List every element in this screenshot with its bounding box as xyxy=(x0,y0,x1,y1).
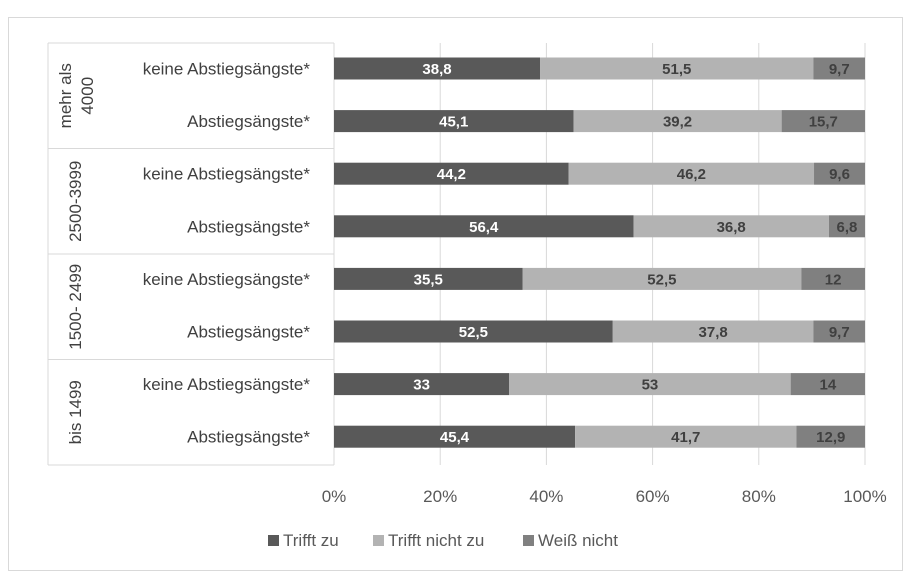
data-label: 9,6 xyxy=(829,166,850,183)
data-label: 36,8 xyxy=(717,219,746,236)
data-label: 15,7 xyxy=(809,114,838,131)
data-label: 39,2 xyxy=(663,114,692,131)
data-label: 12,9 xyxy=(816,429,845,446)
group-label-line: bis 1499 xyxy=(66,380,85,444)
data-label: 45,4 xyxy=(440,429,470,446)
group-label-line: mehr als xyxy=(56,63,75,128)
category-axis: mehr als 4000 keine Abstiegsängste* Abstieg… xyxy=(47,42,335,466)
legend-swatch xyxy=(268,535,279,546)
x-axis-ticks: 0% 20% 40% 60% 80% 100% xyxy=(322,487,887,506)
bar-segment xyxy=(334,267,523,290)
x-tick-label: 80% xyxy=(742,487,776,506)
legend: Trifft zu Trifft nicht zu Weiß nicht xyxy=(268,531,618,550)
data-label: 9,7 xyxy=(829,61,850,78)
data-label: 6,8 xyxy=(837,219,858,236)
bar-segment xyxy=(334,320,613,343)
legend-label: Trifft nicht zu xyxy=(388,531,484,550)
category-label: keine Abstiegsängste* xyxy=(143,165,311,184)
category-label: Abstiegsängste* xyxy=(187,323,310,342)
data-label: 45,1 xyxy=(439,114,468,131)
data-label: 56,4 xyxy=(469,219,499,236)
bar-segment xyxy=(790,373,865,396)
group-label: 2500-3999 xyxy=(66,161,85,242)
bar-segment xyxy=(813,57,865,80)
bar-segment xyxy=(568,162,815,185)
data-label: 41,7 xyxy=(671,429,700,446)
category-label: Abstiegsängste* xyxy=(187,217,310,236)
legend-label: Weiß nicht xyxy=(538,531,618,550)
data-label: 9,7 xyxy=(829,324,850,341)
category-label: Abstiegsängste* xyxy=(187,112,310,131)
bar-segment xyxy=(334,215,634,238)
chart-frame xyxy=(8,17,903,571)
group-label: 1500- 2499 xyxy=(66,264,85,350)
bar-segment xyxy=(334,110,574,133)
bar-segment xyxy=(612,320,814,343)
category-label: keine Abstiegsängste* xyxy=(143,60,311,79)
x-tick-label: 60% xyxy=(636,487,670,506)
data-label: 38,8 xyxy=(422,61,451,78)
category-label: keine Abstiegsängste* xyxy=(143,375,311,394)
group-label-line: 1500- 2499 xyxy=(66,264,85,350)
bar-segment xyxy=(828,215,865,238)
bar-segment xyxy=(334,57,541,80)
bar-segment xyxy=(633,215,829,238)
category-label: Abstiegsängste* xyxy=(187,428,310,447)
legend-label: Trifft zu xyxy=(283,531,339,550)
legend-swatch xyxy=(373,535,384,546)
bar-segment xyxy=(575,425,797,448)
group-label: mehr als 4000 xyxy=(56,63,97,128)
bar-segment xyxy=(781,110,865,133)
bar-segment xyxy=(334,373,510,396)
x-tick-label: 20% xyxy=(423,487,457,506)
data-label: 52,5 xyxy=(459,324,488,341)
bars xyxy=(334,57,865,448)
bar-segment xyxy=(334,425,576,448)
group-label-line: 2500-3999 xyxy=(66,161,85,242)
data-label: 53 xyxy=(642,377,659,394)
legend-swatch xyxy=(523,535,534,546)
bar-segment xyxy=(801,267,865,290)
x-tick-label: 40% xyxy=(529,487,563,506)
data-labels: 38,8 51,5 9,7 45,1 39,2 15,7 44,2 46,2 9,6 56,4 36… xyxy=(413,61,857,446)
bar-segment xyxy=(540,57,814,80)
bar-segment xyxy=(814,162,865,185)
x-tick-label: 100% xyxy=(843,487,886,506)
bar-segment xyxy=(522,267,802,290)
gridlines xyxy=(333,43,866,465)
data-label: 14 xyxy=(819,377,836,394)
data-label: 44,2 xyxy=(437,166,466,183)
data-label: 35,5 xyxy=(414,271,443,288)
bar-segment xyxy=(796,425,865,448)
group-label-line: 4000 xyxy=(78,77,97,115)
data-label: 33 xyxy=(413,377,430,394)
category-label: keine Abstiegsängste* xyxy=(143,270,311,289)
x-tick-label: 0% xyxy=(322,487,347,506)
bar-segment xyxy=(573,110,782,133)
data-label: 37,8 xyxy=(699,324,728,341)
data-label: 46,2 xyxy=(677,166,706,183)
bar-segment xyxy=(509,373,791,396)
data-label: 52,5 xyxy=(647,271,676,288)
data-label: 12 xyxy=(825,271,842,288)
bar-segment xyxy=(813,320,865,343)
data-label: 51,5 xyxy=(662,61,691,78)
bar-segment xyxy=(334,162,569,185)
group-label: bis 1499 xyxy=(66,380,85,444)
